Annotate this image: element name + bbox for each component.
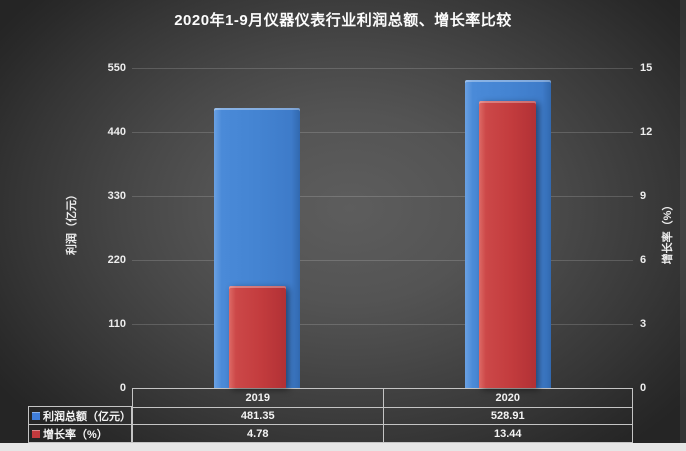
growth-bar-2019 <box>228 286 286 388</box>
legend-item-profit: 利润总额（亿元） <box>29 407 131 424</box>
chart-data-table: 2019 2020 481.35 528.91 4.78 13.44 <box>132 388 633 443</box>
table-value-cell: 13.44 <box>382 424 632 442</box>
table-value-cell: 4.78 <box>133 424 383 442</box>
y-axis-tick-label: 220 <box>107 254 126 266</box>
legend-item-growth: 增长率（%） <box>29 424 131 442</box>
chart-right-edge <box>680 0 686 443</box>
gridline <box>132 324 633 325</box>
gridline <box>132 260 633 261</box>
gridline <box>132 132 633 133</box>
y-axis-tick-label: 110 <box>108 318 126 330</box>
y-axis-tick-label: 440 <box>107 126 126 138</box>
growth-bar-2020 <box>479 101 537 388</box>
chart-legend: 利润总额（亿元） 增长率（%） <box>28 406 132 443</box>
table-category-cell: 2020 <box>382 389 633 407</box>
legend-label-growth: 增长率（%） <box>43 428 108 441</box>
secondary-axis-tick-label: 12 <box>640 126 653 138</box>
profit-legend-key-icon <box>32 411 40 420</box>
chart-title: 2020年1-9月仪器仪表行业利润总额、增长率比较 <box>174 12 512 29</box>
growth-legend-key-icon <box>32 429 40 438</box>
table-value-cell: 481.35 <box>133 406 383 425</box>
y-axis-tick-label: 550 <box>107 62 126 74</box>
legend-label-profit: 利润总额（亿元） <box>43 410 131 423</box>
secondary-axis-tick-label: 9 <box>640 190 647 202</box>
secondary-axis-tick-label: 0 <box>640 382 647 394</box>
table-category-cell: 2019 <box>245 391 270 404</box>
secondary-axis-tick-label: 15 <box>640 62 653 74</box>
secondary-axis-tick-label: 3 <box>640 318 647 330</box>
gridline <box>132 68 633 69</box>
page-background-strip <box>0 443 686 451</box>
y-axis-tick-label: 330 <box>107 190 126 202</box>
y-axis-tick-label: 0 <box>119 382 126 394</box>
gridline <box>132 196 633 197</box>
secondary-axis-tick-label: 6 <box>640 254 647 266</box>
table-value-cell: 528.91 <box>382 406 632 425</box>
